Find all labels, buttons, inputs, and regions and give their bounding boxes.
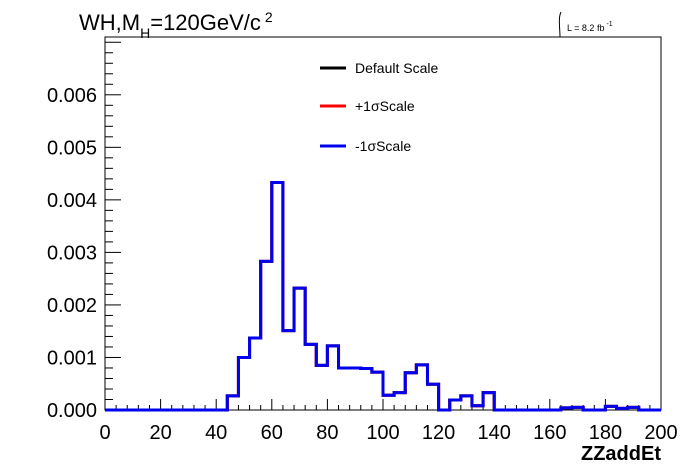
x-tick-label: 40 [205, 422, 227, 444]
x-tick-label: 120 [422, 422, 455, 444]
y-tick-label: 0.004 [47, 190, 97, 212]
y-axis: 0.000 0.001 0.002 0.003 0.004 0.005 0.006 [47, 41, 121, 422]
luminosity-label: L = 8.2 fb -1 [567, 21, 613, 33]
series-line-3 [105, 181, 661, 412]
x-tick-label: 200 [644, 422, 677, 444]
legend: Default Scale +1σScale -1σScale [320, 60, 438, 154]
legend-label: +1σScale [355, 98, 415, 114]
legend-label: -1σScale [355, 138, 411, 154]
x-tick-label: 80 [316, 422, 338, 444]
y-tick-label: 0.000 [47, 400, 97, 422]
x-axis-title: ZZaddEt [581, 443, 661, 465]
x-tick-label: 20 [149, 422, 171, 444]
x-tick-label: 0 [99, 422, 110, 444]
x-tick-label: 140 [478, 422, 511, 444]
y-tick-label: 0.002 [47, 295, 97, 317]
chart-title: WH,MH=120GeV/c 2 [79, 9, 273, 41]
y-tick-label: 0.001 [47, 347, 97, 369]
y-tick-label: 0.003 [47, 242, 97, 264]
x-tick-label: 60 [261, 422, 283, 444]
series-layer [105, 181, 661, 412]
y-tick-label: 0.005 [47, 137, 97, 159]
x-tick-label: 100 [366, 422, 399, 444]
x-axis: 0 20 40 60 80 100 120 140 160 180 200 [99, 399, 678, 444]
y-tick-label: 0.006 [47, 85, 97, 107]
x-tick-label: 160 [533, 422, 566, 444]
legend-label: Default Scale [355, 60, 438, 76]
x-tick-label: 180 [589, 422, 622, 444]
integral-sign [558, 11, 562, 38]
